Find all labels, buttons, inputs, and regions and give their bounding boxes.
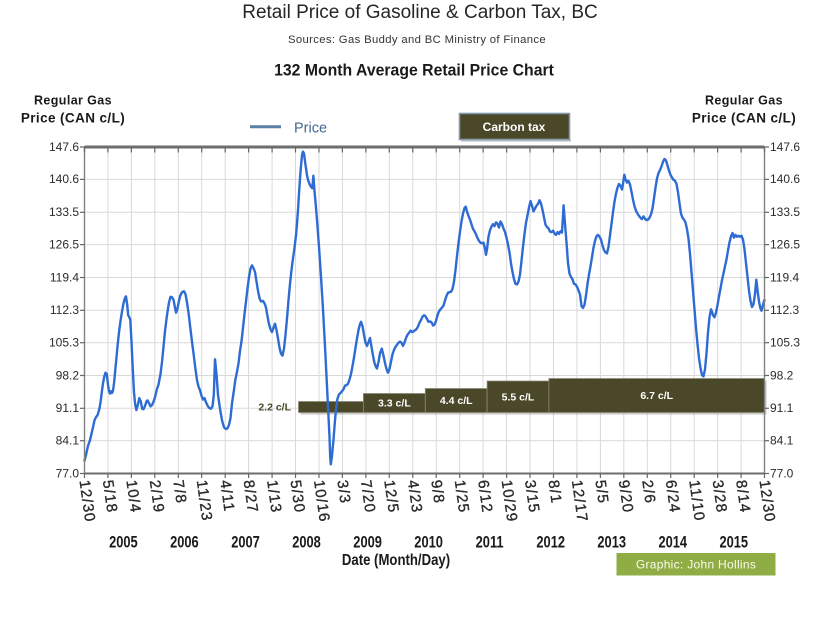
svg-text:2013: 2013	[597, 534, 626, 552]
svg-text:133.5: 133.5	[770, 205, 800, 219]
svg-text:2010: 2010	[414, 534, 443, 552]
svg-text:140.6: 140.6	[770, 172, 800, 186]
svg-text:140.6: 140.6	[49, 172, 79, 186]
svg-text:2015: 2015	[719, 534, 748, 552]
svg-text:8/1: 8/1	[545, 479, 565, 505]
svg-text:112.3: 112.3	[50, 303, 79, 317]
svg-text:7/20: 7/20	[357, 479, 378, 514]
svg-text:Price (CAN c/L): Price (CAN c/L)	[21, 111, 125, 126]
svg-text:2006: 2006	[170, 534, 199, 552]
svg-text:77.0: 77.0	[56, 466, 80, 480]
svg-text:105.3: 105.3	[770, 336, 800, 350]
svg-text:147.6: 147.6	[49, 140, 79, 154]
svg-text:12/30: 12/30	[756, 479, 779, 523]
svg-text:Graphic: John Hollins: Graphic: John Hollins	[636, 558, 756, 572]
svg-text:3.3 c/L: 3.3 c/L	[378, 398, 411, 410]
svg-text:Regular Gas: Regular Gas	[705, 94, 783, 108]
svg-text:4/11: 4/11	[216, 479, 237, 513]
svg-text:Price (CAN c/L): Price (CAN c/L)	[692, 111, 796, 126]
svg-text:119.4: 119.4	[50, 270, 79, 284]
svg-text:119.4: 119.4	[770, 270, 799, 284]
svg-text:2.2 c/L: 2.2 c/L	[258, 402, 291, 414]
svg-text:77.0: 77.0	[770, 466, 794, 480]
svg-text:2/19: 2/19	[146, 479, 167, 514]
svg-text:Date (Month/Day): Date (Month/Day)	[342, 552, 450, 569]
svg-text:Price: Price	[294, 120, 327, 136]
svg-text:147.6: 147.6	[770, 140, 800, 154]
svg-text:2005: 2005	[109, 534, 138, 552]
svg-text:4/23: 4/23	[404, 479, 425, 514]
svg-text:8/14: 8/14	[732, 479, 753, 514]
svg-text:8/27: 8/27	[240, 479, 261, 514]
svg-text:4.4 c/L: 4.4 c/L	[440, 395, 473, 407]
svg-text:12/17: 12/17	[568, 479, 591, 523]
svg-text:2008: 2008	[292, 534, 321, 552]
svg-text:11/23: 11/23	[193, 479, 216, 522]
svg-text:10/4: 10/4	[122, 479, 143, 514]
svg-text:2/6: 2/6	[638, 479, 658, 505]
svg-text:2011: 2011	[476, 534, 504, 552]
svg-text:2009: 2009	[353, 534, 382, 552]
svg-text:126.5: 126.5	[770, 237, 800, 251]
svg-text:132 Month Average Retail Price: 132 Month Average Retail Price Chart	[274, 61, 554, 80]
svg-text:5.5 c/L: 5.5 c/L	[502, 391, 535, 403]
svg-text:2012: 2012	[536, 534, 565, 552]
svg-text:98.2: 98.2	[770, 368, 794, 382]
svg-text:9/8: 9/8	[427, 479, 447, 505]
svg-text:91.1: 91.1	[56, 401, 80, 415]
svg-text:105.3: 105.3	[49, 336, 79, 350]
svg-text:1/25: 1/25	[451, 479, 472, 514]
svg-text:2014: 2014	[658, 534, 687, 552]
svg-text:3/3: 3/3	[333, 479, 353, 505]
svg-text:84.1: 84.1	[56, 434, 80, 448]
svg-text:12/30: 12/30	[76, 479, 99, 523]
svg-text:Carbon tax: Carbon tax	[483, 120, 546, 134]
svg-text:3/15: 3/15	[521, 479, 542, 514]
svg-text:2007: 2007	[231, 534, 260, 552]
svg-text:112.3: 112.3	[770, 303, 799, 317]
svg-text:Sources: Gas Buddy and BC Mini: Sources: Gas Buddy and BC Ministry of Fi…	[288, 34, 546, 46]
svg-text:5/18: 5/18	[99, 479, 120, 514]
svg-text:Retail Price of Gasoline & Car: Retail Price of Gasoline & Carbon Tax, B…	[242, 2, 598, 23]
svg-text:9/20: 9/20	[615, 479, 636, 514]
svg-text:1/13: 1/13	[263, 479, 284, 514]
svg-text:3/28: 3/28	[709, 479, 730, 514]
svg-text:133.5: 133.5	[49, 205, 79, 219]
svg-text:84.1: 84.1	[770, 434, 794, 448]
svg-text:7/8: 7/8	[169, 479, 189, 505]
svg-text:12/5: 12/5	[380, 479, 401, 514]
svg-text:6/12: 6/12	[474, 479, 495, 514]
svg-text:98.2: 98.2	[56, 368, 80, 382]
svg-text:5/30: 5/30	[287, 479, 308, 514]
svg-text:10/16: 10/16	[310, 479, 333, 523]
svg-text:10/29: 10/29	[498, 479, 521, 523]
svg-text:6/24: 6/24	[662, 479, 683, 514]
svg-text:Regular Gas: Regular Gas	[34, 94, 112, 108]
svg-text:126.5: 126.5	[49, 237, 79, 251]
svg-text:91.1: 91.1	[770, 401, 794, 415]
svg-text:11/10: 11/10	[685, 479, 708, 522]
svg-text:6.7 c/L: 6.7 c/L	[640, 390, 673, 402]
svg-text:5/5: 5/5	[591, 479, 611, 505]
